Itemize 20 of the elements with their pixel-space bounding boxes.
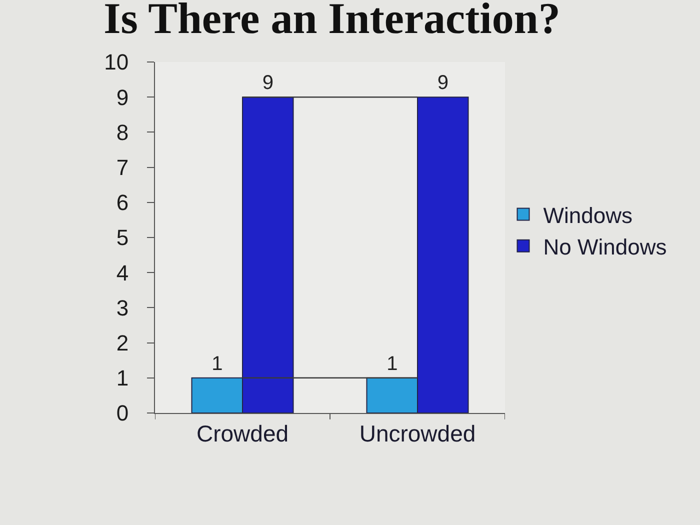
y-tick-label: 7 <box>116 155 129 180</box>
data-label: 9 <box>437 72 448 94</box>
legend-label: No Windows <box>543 234 667 260</box>
x-tick-label: Uncrowded <box>359 420 476 447</box>
chart-title: Is There an Interaction? <box>104 0 560 43</box>
data-label: 1 <box>212 352 223 375</box>
data-label: 9 <box>262 72 274 94</box>
y-tick-label: 2 <box>116 330 129 356</box>
y-tick-label: 0 <box>116 400 129 426</box>
y-tick-label: 10 <box>104 50 129 75</box>
legend-label: Windows <box>543 202 632 228</box>
y-tick-label: 8 <box>116 120 129 145</box>
y-tick-label: 9 <box>116 84 129 110</box>
y-tick-label: 3 <box>116 295 129 320</box>
y-tick-label: 6 <box>116 190 129 216</box>
y-tick-label: 4 <box>116 260 129 286</box>
y-tick-label: 1 <box>116 366 129 391</box>
data-label: 1 <box>386 352 398 375</box>
x-tick-label: Crowded <box>196 420 289 447</box>
y-tick-label: 5 <box>116 225 129 250</box>
